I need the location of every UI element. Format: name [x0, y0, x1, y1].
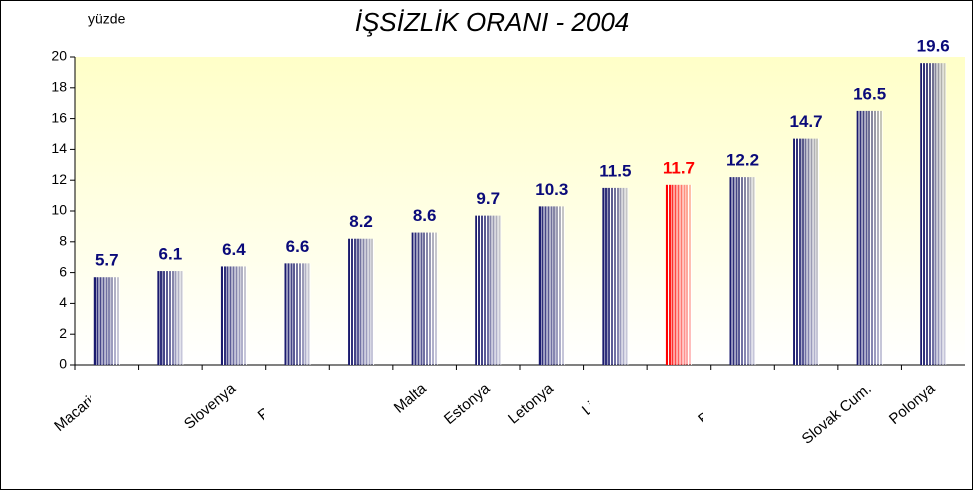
value-label: 19.6: [917, 37, 950, 56]
value-label: 8.2: [349, 212, 373, 231]
bar: [284, 263, 311, 365]
value-label: 11.7: [663, 158, 695, 177]
chart-title: İŞSİZLİK ORANI - 2004: [355, 7, 630, 37]
y-tick-label: 0: [59, 356, 67, 372]
y-tick-label: 18: [51, 79, 67, 95]
mask-box: [91, 384, 165, 457]
bar: [220, 266, 247, 365]
bar: [665, 184, 692, 365]
plot-area: [75, 57, 965, 365]
y-tick-label: 16: [51, 109, 67, 125]
value-label: 6.4: [222, 240, 246, 259]
bar: [729, 177, 756, 365]
value-label: 16.5: [853, 84, 886, 103]
bar: [157, 271, 184, 365]
value-label: 11.5: [599, 161, 631, 180]
mask-box: [590, 384, 672, 466]
bar: [856, 110, 883, 366]
bar: [348, 238, 375, 365]
bar: [793, 138, 820, 365]
y-tick-label: 12: [51, 171, 67, 187]
bar: [920, 63, 947, 365]
value-label: 8.6: [413, 206, 437, 225]
y-tick-label: 14: [51, 140, 67, 156]
bar: [411, 232, 438, 365]
mask-box: [703, 384, 780, 480]
y-tick-label: 4: [59, 294, 67, 310]
y-tick-label: 8: [59, 233, 67, 249]
y-tick-label: 10: [51, 202, 67, 218]
value-label: 10.3: [535, 180, 568, 199]
value-label: 6.1: [159, 245, 183, 264]
value-label: 6.6: [286, 237, 310, 256]
y-tick-label: 2: [59, 325, 67, 341]
value-label: 12.2: [726, 151, 759, 170]
value-label: 9.7: [476, 189, 500, 208]
y-tick-label: 6: [59, 263, 67, 279]
value-label: 14.7: [790, 112, 823, 131]
y-tick-label: 20: [51, 48, 67, 64]
y-axis-label: yüzde: [88, 11, 126, 27]
bar: [538, 206, 565, 365]
bar: [93, 277, 120, 365]
mask-box: [264, 384, 355, 472]
bar: [475, 215, 502, 365]
value-label: 5.7: [95, 251, 119, 270]
bar: [602, 187, 629, 365]
